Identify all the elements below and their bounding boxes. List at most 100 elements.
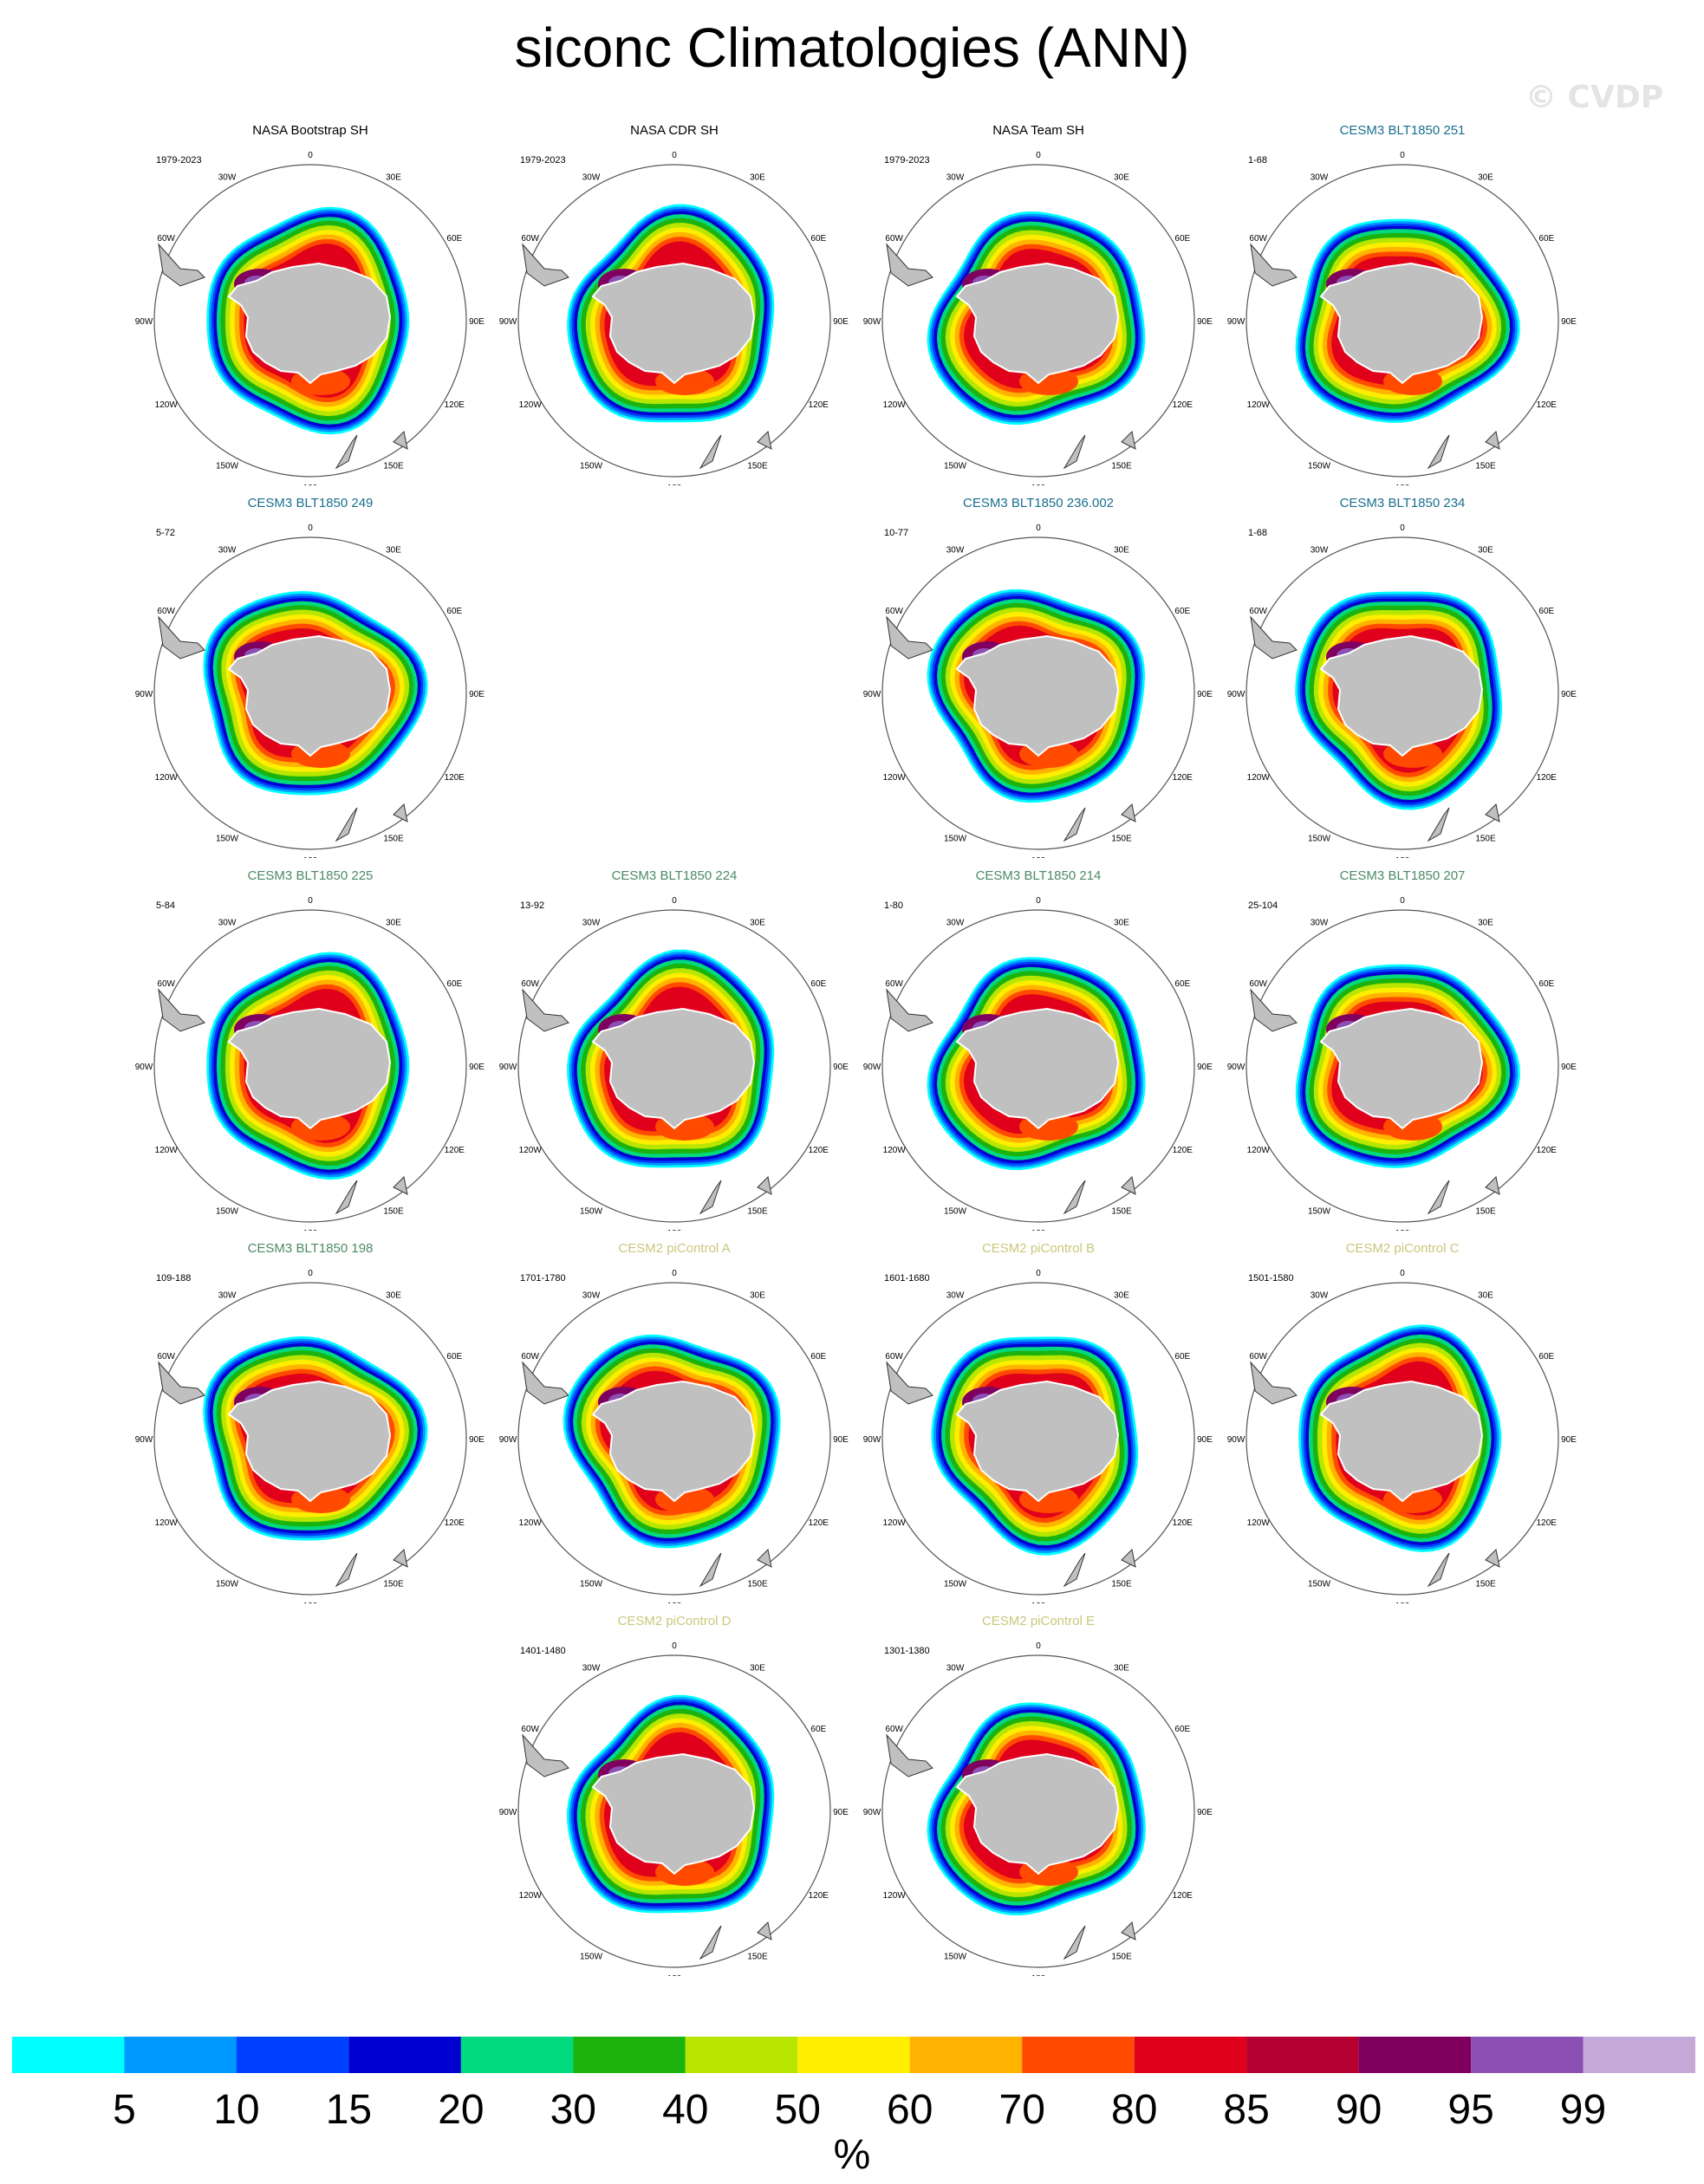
- meridian-label: 90E: [1561, 1063, 1577, 1072]
- map-panel: CESM3 BLT1850 214 1-80 0 30E 60E 90E 120E 150E 1…: [856, 867, 1220, 1231]
- panel-years: 1979-2023: [156, 155, 202, 166]
- meridian-label: 150E: [1475, 461, 1496, 471]
- meridian-label: 90E: [469, 1063, 485, 1072]
- meridian-label: 90E: [1197, 690, 1213, 699]
- meridian-label: 90E: [833, 1808, 849, 1817]
- meridian-label: 0: [308, 1269, 313, 1278]
- meridian-label: 150W: [216, 834, 239, 843]
- colorbar-swatch: [797, 2037, 910, 2073]
- meridian-label: 150W: [1308, 461, 1331, 471]
- panel-title: CESM3 BLT1850 214: [976, 868, 1102, 883]
- meridian-label: 180: [1395, 1602, 1410, 1603]
- map-panel: CESM3 BLT1850 236.002 10-77 0 30E 60E 90E 120E…: [856, 494, 1220, 858]
- meridian-label: 60E: [446, 1352, 462, 1362]
- meridian-label: 180: [667, 1974, 682, 1976]
- panel-years: 10-77: [884, 528, 908, 538]
- panel-title: CESM3 BLT1850 249: [248, 496, 374, 510]
- meridian-label: 90E: [1197, 1435, 1213, 1445]
- colorbar-tick-label: 5: [113, 2087, 136, 2133]
- meridian-label: 60E: [1538, 1352, 1554, 1362]
- meridian-label: 0: [1400, 151, 1405, 160]
- meridian-label: 30W: [1311, 173, 1329, 183]
- meridian-label: 60W: [885, 1352, 903, 1362]
- meridian-label: 120W: [1247, 1146, 1271, 1155]
- meridian-label: 150W: [1308, 1579, 1331, 1589]
- map-panel: NASA CDR SH 1979-2023 0 30E 60E 90E 120E 150E 18…: [492, 121, 856, 485]
- meridian-label: 30E: [750, 1664, 765, 1674]
- meridian-label: 60W: [1249, 1352, 1267, 1362]
- meridian-label: 150E: [1475, 1579, 1496, 1589]
- colorbar-swatch: [573, 2037, 686, 2073]
- meridian-label: 150W: [944, 1206, 967, 1216]
- meridian-label: 30E: [750, 1291, 765, 1301]
- map-panel: CESM3 BLT1850 225 5-84 0 30E 60E 90E 120E 150E 1…: [128, 867, 492, 1231]
- meridian-label: 150E: [1111, 1579, 1132, 1589]
- map-panel: CESM3 BLT1850 198 109-188 0 30E 60E 90E 120E 15…: [128, 1239, 492, 1603]
- meridian-label: 150E: [383, 834, 404, 843]
- meridian-label: 120W: [155, 400, 179, 410]
- meridian-label: 60E: [1538, 607, 1554, 616]
- meridian-label: 150W: [1308, 834, 1331, 843]
- meridian-label: 0: [1400, 1269, 1405, 1278]
- meridian-label: 60W: [885, 1725, 903, 1734]
- meridian-label: 90W: [863, 690, 881, 699]
- meridian-label: 30E: [1478, 173, 1493, 183]
- meridian-label: 120E: [809, 1146, 829, 1155]
- meridian-label: 120W: [155, 1146, 179, 1155]
- meridian-label: 90W: [1227, 1063, 1245, 1072]
- meridian-label: 30E: [750, 919, 765, 928]
- meridian-label: 90W: [499, 1435, 517, 1445]
- meridian-label: 30E: [1114, 546, 1129, 556]
- panel-title: CESM3 BLT1850 198: [248, 1241, 374, 1256]
- meridian-label: 150E: [747, 461, 768, 471]
- colorbar-unit: %: [834, 2132, 871, 2178]
- panel-title: CESM3 BLT1850 234: [1340, 496, 1466, 510]
- meridian-label: 60E: [446, 234, 462, 244]
- meridian-label: 180: [667, 1229, 682, 1231]
- meridian-label: 120E: [445, 400, 465, 410]
- panel-years: 1-68: [1248, 528, 1267, 538]
- colorbar-swatch: [685, 2037, 798, 2073]
- meridian-label: 90W: [499, 1808, 517, 1817]
- colorbar-swatch: [1246, 2037, 1359, 2073]
- panel-years: 5-72: [156, 528, 175, 538]
- meridian-label: 180: [1395, 484, 1410, 485]
- colorbar-swatch: [1358, 2037, 1472, 2073]
- meridian-label: 120E: [1173, 1891, 1193, 1901]
- meridian-label: 0: [672, 1641, 677, 1651]
- meridian-label: 90W: [135, 1435, 153, 1445]
- meridian-label: 150W: [944, 834, 967, 843]
- colorbar-swatch: [1134, 2037, 1247, 2073]
- meridian-label: 180: [667, 484, 682, 485]
- meridian-label: 60E: [1174, 234, 1190, 244]
- meridian-label: 120E: [1173, 400, 1193, 410]
- colorbar-swatch: [236, 2037, 349, 2073]
- meridian-label: 60E: [1174, 607, 1190, 616]
- panel-years: 1501-1580: [1248, 1273, 1294, 1284]
- colorbar-tick-label: 15: [326, 2087, 372, 2133]
- colorbar-tick-label: 60: [887, 2087, 933, 2133]
- meridian-label: 150E: [1111, 834, 1132, 843]
- meridian-label: 120W: [883, 400, 907, 410]
- panel-years: 13-92: [520, 900, 544, 911]
- colorbar-swatch: [124, 2037, 237, 2073]
- meridian-label: 120E: [809, 1518, 829, 1528]
- meridian-label: 180: [1395, 856, 1410, 858]
- meridian-label: 30E: [386, 173, 401, 183]
- meridian-label: 150E: [383, 461, 404, 471]
- map-panel-grid: NASA Bootstrap SH 1979-2023 0 30E 60E 90E 120E…: [128, 121, 1584, 1976]
- meridian-label: 150E: [383, 1206, 404, 1216]
- panel-title: CESM2 piControl D: [618, 1614, 732, 1628]
- meridian-label: 30E: [386, 919, 401, 928]
- panel-years: 1-68: [1248, 155, 1267, 166]
- meridian-label: 120W: [883, 1891, 907, 1901]
- meridian-label: 150W: [1308, 1206, 1331, 1216]
- meridian-label: 30E: [1114, 1664, 1129, 1674]
- meridian-label: 0: [1400, 523, 1405, 533]
- figure-title: siconc Climatologies (ANN): [514, 16, 1190, 79]
- meridian-label: 0: [1036, 896, 1041, 906]
- meridian-label: 30W: [1311, 919, 1329, 928]
- map-panel: CESM3 BLT1850 251 1-68 0 30E 60E 90E 120E 150E 1…: [1220, 121, 1584, 485]
- meridian-label: 150W: [580, 461, 603, 471]
- meridian-label: 30W: [946, 919, 965, 928]
